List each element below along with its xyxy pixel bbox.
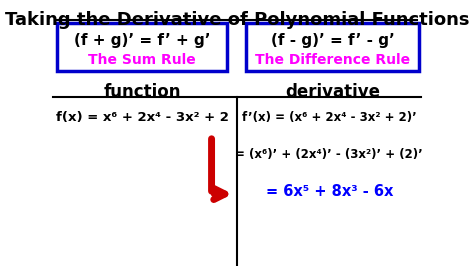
Text: The Difference Rule: The Difference Rule [255,53,410,67]
Text: Taking the Derivative of Polynomial Functions: Taking the Derivative of Polynomial Func… [5,11,469,29]
Text: = 6x⁵ + 8x³ - 6x: = 6x⁵ + 8x³ - 6x [265,184,393,199]
Text: derivative: derivative [286,83,381,101]
Bar [56,23,228,71]
Text: = (x⁶)’ + (2x⁴)’ - (3x²)’ + (2)’: = (x⁶)’ + (2x⁴)’ - (3x²)’ + (2)’ [236,148,423,161]
Text: (f + g)’ = f’ + g’: (f + g)’ = f’ + g’ [74,33,210,48]
Text: (f - g)’ = f’ - g’: (f - g)’ = f’ - g’ [271,33,394,48]
Bar [246,23,419,71]
Text: f’(x) = (x⁶ + 2x⁴ - 3x² + 2)’: f’(x) = (x⁶ + 2x⁴ - 3x² + 2)’ [242,111,417,124]
Text: The Sum Rule: The Sum Rule [88,53,196,67]
Text: f(x) = x⁶ + 2x⁴ - 3x² + 2: f(x) = x⁶ + 2x⁴ - 3x² + 2 [56,111,229,124]
Text: function: function [104,83,181,101]
